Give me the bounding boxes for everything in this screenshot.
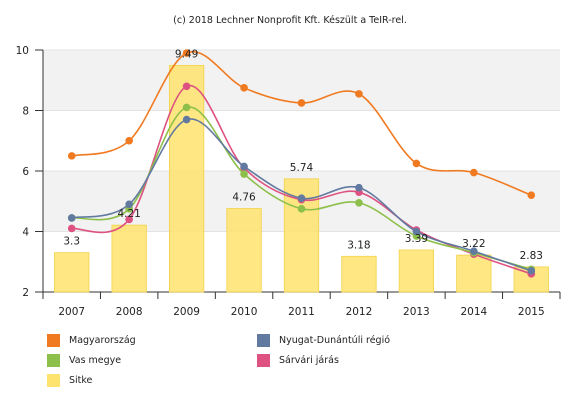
bar-data-label: 9.49 xyxy=(175,48,198,60)
legend-item[interactable]: Magyarország xyxy=(47,332,136,348)
bar-data-label: 4.21 xyxy=(117,208,140,220)
x-tick-label: 2011 xyxy=(288,306,315,318)
bar-sitke xyxy=(226,208,262,293)
x-tick-label: 2015 xyxy=(518,306,545,318)
y-tick-label: 8 xyxy=(22,106,29,118)
legend-swatch xyxy=(47,373,60,387)
point-sarvari-jaras xyxy=(182,82,191,91)
point-magyarorszag xyxy=(355,90,363,98)
point-vas-megye xyxy=(355,198,363,207)
bar-sitke xyxy=(168,65,205,293)
point-nyugat-dunantuli-regio xyxy=(470,247,478,255)
point-vas-megye xyxy=(240,170,248,178)
point-vas-megye xyxy=(182,103,191,112)
legend-label: Sitke xyxy=(69,374,93,386)
bar-data-label: 2.83 xyxy=(520,250,543,262)
legend-item[interactable]: Vas megye xyxy=(47,352,121,368)
bar-sitke xyxy=(54,252,90,293)
x-tick-label: 2013 xyxy=(403,306,430,318)
bar-data-label: 3.39 xyxy=(405,233,428,245)
point-nyugat-dunantuli-regio xyxy=(355,183,363,192)
chart-title: (c) 2018 Lechner Nonprofit Kft. Készült … xyxy=(173,15,407,26)
x-tick-label: 2014 xyxy=(460,306,487,318)
y-tick-label: 10 xyxy=(16,45,29,57)
point-nyugat-dunantuli-regio xyxy=(240,162,248,171)
point-vas-megye xyxy=(297,205,306,213)
x-tick-label: 2010 xyxy=(231,306,258,318)
line-nyugat-dunantuli-regio xyxy=(71,118,532,272)
y-tick-label: 4 xyxy=(22,227,29,239)
point-magyarorszag xyxy=(125,136,133,145)
point-magyarorszag xyxy=(240,84,248,92)
point-magyarorszag xyxy=(412,159,421,168)
legend-item[interactable]: Sitke xyxy=(47,372,92,388)
point-nyugat-dunantuli-regio xyxy=(527,267,536,275)
point-magyarorszag xyxy=(182,49,191,57)
point-magyarorszag xyxy=(527,191,536,199)
point-nyugat-dunantuli-regio xyxy=(182,115,191,124)
bar-sitke xyxy=(111,224,147,293)
legend-item[interactable]: Sárvári járás xyxy=(257,352,339,368)
bar-data-label: 3.22 xyxy=(462,238,485,250)
bar-data-label: 3.3 xyxy=(63,236,80,248)
bar-data-label: 4.76 xyxy=(232,192,256,204)
point-magyarorszag xyxy=(67,152,76,160)
point-magyarorszag xyxy=(470,168,478,177)
legend-swatch xyxy=(257,333,270,347)
legend-swatch xyxy=(47,353,60,367)
chart-plot: (c) 2018 Lechner Nonprofit Kft. Készült … xyxy=(16,15,561,318)
legend-swatch xyxy=(47,333,60,347)
point-nyugat-dunantuli-regio xyxy=(125,200,133,209)
x-tick-label: 2007 xyxy=(58,306,85,318)
legend-label: Sárvári járás xyxy=(279,354,339,366)
y-tick-label: 6 xyxy=(22,166,29,178)
legend-label: Vas megye xyxy=(69,354,122,366)
point-nyugat-dunantuli-regio xyxy=(412,227,421,236)
legend-item[interactable]: Nyugat-Dunántúli régió xyxy=(257,332,390,348)
y-tick-label: 2 xyxy=(22,287,29,299)
bar-sitke xyxy=(341,255,377,293)
x-tick-label: 2009 xyxy=(173,306,200,318)
legend: Magyarország Nyugat-Dunántúli régió Vas me… xyxy=(47,330,567,394)
legend-swatch xyxy=(257,353,270,367)
legend-label: Nyugat-Dunántúli régió xyxy=(279,334,391,346)
bar-data-label: 5.74 xyxy=(290,162,314,174)
point-sarvari-jaras xyxy=(67,224,76,233)
bar-sitke xyxy=(456,254,492,293)
point-sarvari-jaras xyxy=(125,215,133,224)
point-magyarorszag xyxy=(297,99,306,107)
point-nyugat-dunantuli-regio xyxy=(297,194,306,203)
legend-label: Magyarország xyxy=(69,334,136,346)
x-tick-label: 2012 xyxy=(346,306,373,318)
x-tick-label: 2008 xyxy=(116,306,143,318)
bar-sitke xyxy=(398,249,435,293)
point-nyugat-dunantuli-regio xyxy=(67,214,76,222)
bar-data-label: 3.18 xyxy=(347,239,370,251)
